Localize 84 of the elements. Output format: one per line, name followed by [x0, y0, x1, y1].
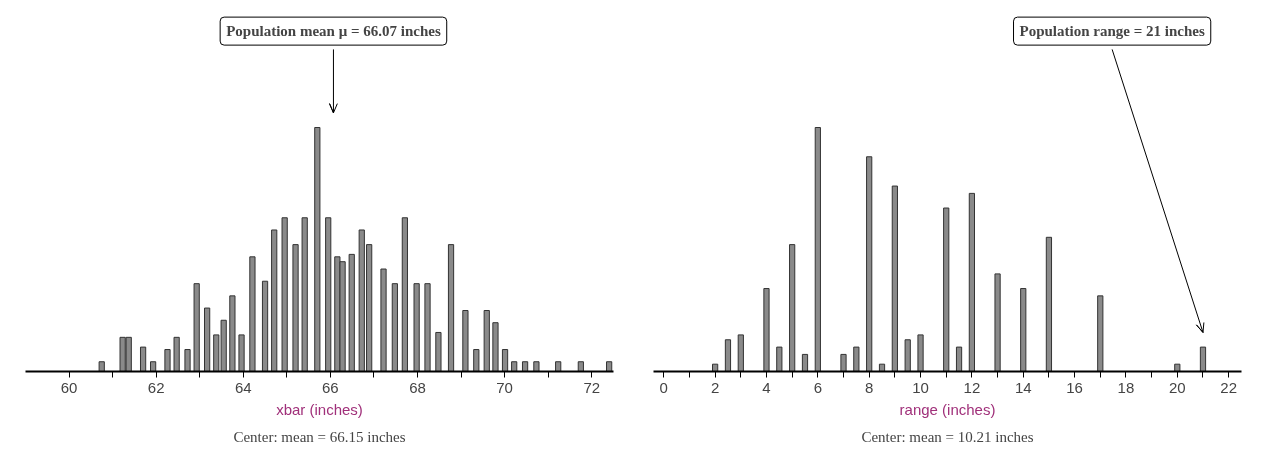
bar [435, 331, 442, 372]
bar [447, 244, 455, 372]
bar [229, 295, 236, 372]
bar [238, 334, 245, 372]
x-tick-label: 72 [583, 378, 601, 396]
x-tick-label: 8 [865, 378, 874, 396]
bar [173, 336, 180, 372]
bar [483, 310, 490, 372]
x-tick-label: 18 [1117, 378, 1135, 396]
ref-line-label: Population mean μ = 66.07 inches [226, 23, 441, 40]
x-tick-label: 22 [1220, 378, 1238, 396]
bar [261, 280, 269, 372]
x-tick-label: 12 [963, 378, 981, 396]
bar [763, 288, 770, 372]
bar [139, 346, 147, 372]
bar [413, 283, 420, 372]
bar [776, 346, 783, 372]
bar [164, 349, 171, 372]
bar [955, 346, 963, 372]
bar [301, 217, 308, 372]
bar [271, 229, 278, 372]
bar [606, 361, 613, 372]
text: Center: mean = 66.15 inches [233, 428, 406, 445]
bar [577, 361, 584, 372]
bar [501, 349, 509, 372]
bar [737, 334, 744, 372]
bar [521, 361, 529, 372]
bar [891, 185, 898, 372]
bar [1199, 346, 1207, 372]
x-tick-label: 14 [1014, 378, 1032, 396]
x-tick-label: 62 [147, 378, 165, 396]
bar [348, 253, 355, 372]
bar [555, 361, 562, 372]
bar [1045, 236, 1053, 372]
bar [314, 127, 321, 372]
x-tick-label: 0 [659, 378, 668, 396]
bar [1097, 295, 1104, 372]
x-tick-label: 16 [1066, 378, 1083, 396]
bar [492, 322, 499, 372]
bar [904, 339, 911, 372]
annotation: Population range = 21 inches [1019, 23, 1205, 40]
bar [249, 256, 256, 372]
x-tick-label: 20 [1168, 378, 1186, 396]
bar [866, 156, 873, 372]
bar [150, 361, 157, 372]
bar [511, 361, 518, 372]
bar [325, 217, 332, 372]
bar [533, 361, 540, 372]
bar [281, 217, 288, 372]
x-tick-label: 4 [762, 378, 771, 396]
x-tick-label: 64 [234, 378, 252, 396]
x-tick-label: 10 [912, 378, 929, 396]
bar [917, 334, 924, 372]
bar [724, 339, 732, 372]
bar [184, 349, 191, 372]
bar [1174, 363, 1181, 372]
bar [424, 283, 431, 372]
bar [462, 310, 469, 372]
bar [380, 268, 387, 372]
x-axis-title: range (inches) [899, 400, 996, 418]
bar [401, 217, 408, 372]
x-tick-label: 2 [710, 378, 720, 396]
bar [98, 361, 105, 372]
bar [814, 127, 821, 372]
bar [801, 353, 809, 372]
bar [473, 349, 480, 372]
x-tick-label: 60 [60, 378, 78, 396]
x-tick-label: 6 [813, 378, 822, 396]
x-tick-label: 68 [409, 378, 426, 396]
x-axis-title: xbar (inches) [276, 400, 363, 418]
bar [292, 244, 299, 372]
bar [193, 283, 200, 372]
bar [943, 207, 950, 372]
bar [204, 307, 211, 372]
bar [853, 346, 860, 372]
bar [968, 192, 976, 372]
bar [840, 353, 847, 372]
x-tick-label: 70 [496, 378, 513, 396]
bar [789, 244, 796, 372]
x-tick-label: 66 [322, 378, 339, 396]
bar [994, 273, 1001, 372]
bar [1020, 288, 1027, 372]
text: Center: mean = 10.21 inches [861, 428, 1034, 445]
bar [391, 283, 398, 372]
